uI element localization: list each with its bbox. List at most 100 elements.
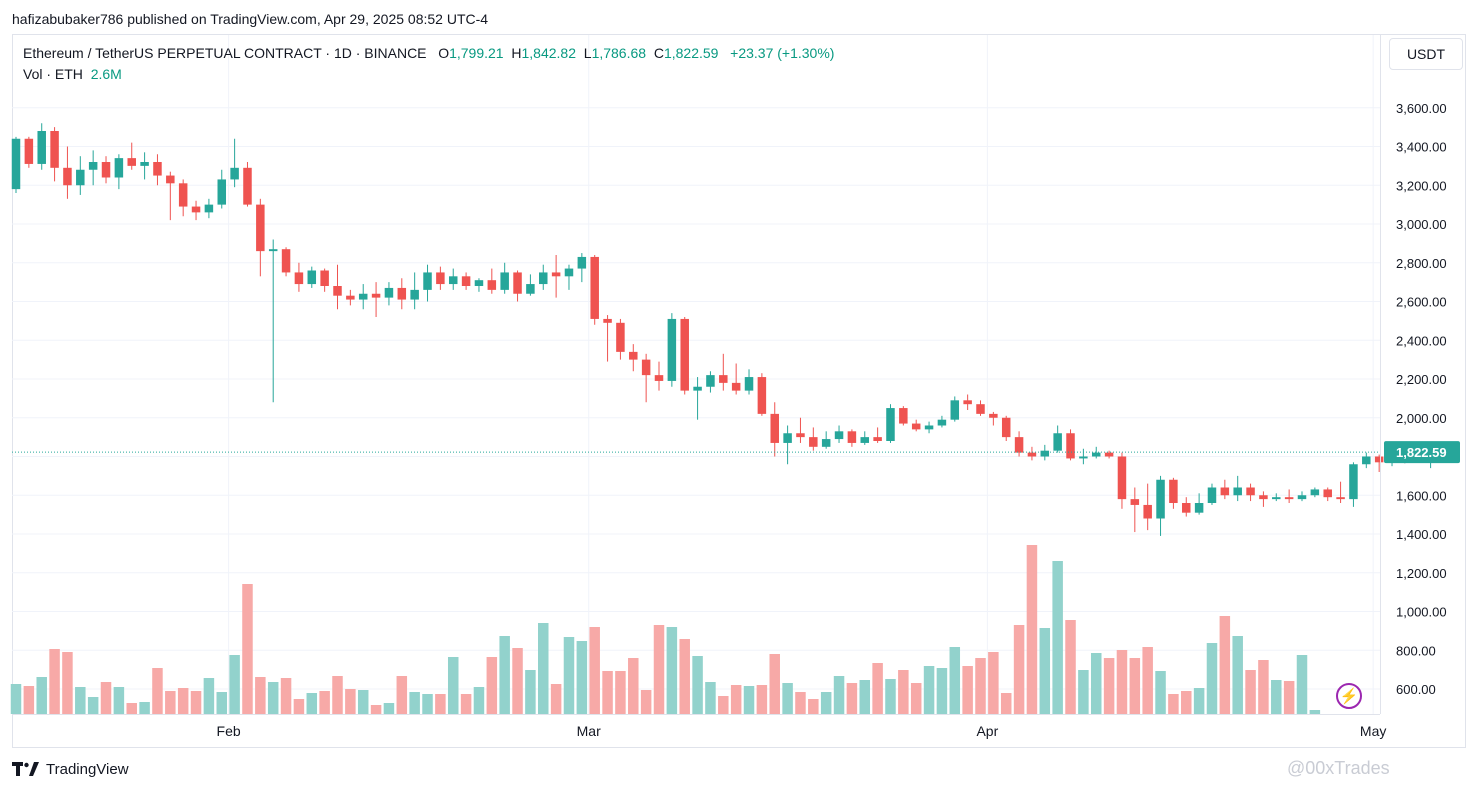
volume-bar bbox=[1309, 710, 1321, 714]
volume-bar bbox=[267, 682, 279, 714]
candle-body bbox=[191, 206, 201, 213]
candle-body bbox=[281, 249, 291, 273]
candle-body bbox=[256, 204, 265, 252]
volume-bar bbox=[743, 686, 755, 714]
symbol-title[interactable]: Ethereum / TetherUS PERPETUAL CONTRACT ·… bbox=[23, 45, 427, 61]
volume-bar bbox=[1129, 658, 1141, 714]
candle-body bbox=[204, 204, 214, 213]
volume-bar bbox=[255, 677, 266, 714]
ohlc-legend: Ethereum / TetherUS PERPETUAL CONTRACT ·… bbox=[23, 45, 834, 61]
candle-body bbox=[513, 272, 522, 294]
candle-body bbox=[410, 289, 419, 300]
volume-bar bbox=[705, 682, 716, 714]
volume-bar bbox=[319, 691, 330, 714]
volume-bar bbox=[1296, 655, 1308, 714]
candle-body bbox=[590, 256, 599, 319]
candle-body bbox=[1284, 497, 1294, 500]
low-value: 1,786.68 bbox=[591, 45, 647, 61]
y-tick-label: 1,400.00 bbox=[1396, 527, 1447, 542]
y-tick-label: 2,400.00 bbox=[1396, 333, 1447, 348]
volume-bar bbox=[113, 687, 125, 714]
volume-bar bbox=[1078, 670, 1089, 714]
volume-bar bbox=[435, 694, 446, 714]
volume-bar bbox=[653, 625, 665, 714]
y-tick-label: 600.00 bbox=[1396, 682, 1436, 697]
watermark: @00xTrades bbox=[1287, 758, 1390, 778]
lightning-icon[interactable]: ⚡ bbox=[1336, 683, 1362, 709]
tradingview-logo[interactable]: TradingView bbox=[12, 760, 129, 778]
candle-body bbox=[809, 437, 818, 447]
volume-bar bbox=[229, 655, 240, 714]
candle-body bbox=[564, 268, 574, 277]
volume-bar bbox=[756, 685, 768, 714]
volume-bar bbox=[910, 683, 922, 714]
y-tick-label: 3,600.00 bbox=[1396, 101, 1447, 116]
y-tick-label: 2,200.00 bbox=[1396, 372, 1447, 387]
candle-body bbox=[873, 437, 882, 441]
candle-body bbox=[937, 419, 947, 426]
candle-body bbox=[680, 318, 689, 391]
volume-bar bbox=[936, 668, 948, 714]
volume-bar bbox=[100, 682, 112, 714]
candle-body bbox=[706, 375, 715, 387]
volume-bar bbox=[139, 702, 150, 714]
candle-body bbox=[24, 138, 34, 164]
volume-bar bbox=[1181, 691, 1192, 714]
low-label: L bbox=[583, 45, 592, 61]
candle-body bbox=[950, 400, 960, 420]
volume-bar bbox=[602, 671, 613, 714]
volume-bar bbox=[165, 691, 176, 714]
candle-body bbox=[899, 408, 908, 424]
y-tick-label: 2,800.00 bbox=[1396, 256, 1447, 271]
high-value: 1,842.82 bbox=[521, 45, 576, 61]
candle-body bbox=[37, 131, 46, 164]
candle-body bbox=[320, 270, 329, 286]
volume-bar bbox=[550, 684, 562, 714]
candle-body bbox=[307, 270, 317, 285]
volume-bar bbox=[23, 686, 35, 714]
volume-bar bbox=[589, 627, 600, 714]
candle-body bbox=[1272, 497, 1281, 500]
volume-bar bbox=[1245, 670, 1256, 714]
candle-body bbox=[860, 437, 870, 443]
currency-selector[interactable]: USDT bbox=[1389, 38, 1463, 70]
volume-bar bbox=[1000, 693, 1012, 714]
candle-body bbox=[358, 293, 368, 300]
candle-body bbox=[526, 284, 535, 294]
volume-bar bbox=[833, 676, 845, 714]
volume-bar bbox=[538, 623, 549, 714]
volume-bar bbox=[628, 658, 639, 714]
y-tick-label: 3,400.00 bbox=[1396, 140, 1447, 155]
volume-label[interactable]: Vol · ETH bbox=[23, 66, 83, 82]
volume-bar bbox=[949, 647, 961, 714]
volume-legend: Vol · ETH 2.6M bbox=[23, 66, 122, 82]
close-value: 1,822.59 bbox=[663, 45, 719, 61]
candle-body bbox=[641, 359, 651, 376]
volume-bar bbox=[730, 685, 742, 714]
volume-bar bbox=[769, 654, 780, 714]
volume-bar bbox=[1232, 636, 1243, 714]
publisher-line: hafizabubaker786 published on TradingVie… bbox=[12, 11, 489, 27]
volume-bar bbox=[203, 678, 215, 714]
volume-bar bbox=[795, 692, 806, 714]
volume-bar bbox=[190, 691, 202, 714]
candle-body bbox=[461, 276, 471, 286]
candle-body bbox=[140, 162, 149, 166]
candle-body bbox=[654, 375, 664, 381]
footer-brand: TradingView bbox=[46, 760, 129, 778]
candle-body bbox=[474, 280, 484, 286]
candle-body bbox=[719, 375, 728, 383]
high-label: H bbox=[511, 45, 522, 61]
candle-body bbox=[1053, 433, 1062, 451]
volume-bar bbox=[640, 690, 652, 714]
candle-body bbox=[911, 423, 921, 430]
candle-body bbox=[217, 179, 227, 205]
volume-bar bbox=[177, 688, 189, 714]
open-value: 1,799.21 bbox=[449, 45, 504, 61]
candle-body bbox=[834, 431, 844, 440]
candle-body bbox=[230, 167, 239, 180]
volume-bar bbox=[923, 666, 935, 714]
y-tick-label: 3,000.00 bbox=[1396, 217, 1447, 232]
volume-bar bbox=[216, 692, 228, 714]
